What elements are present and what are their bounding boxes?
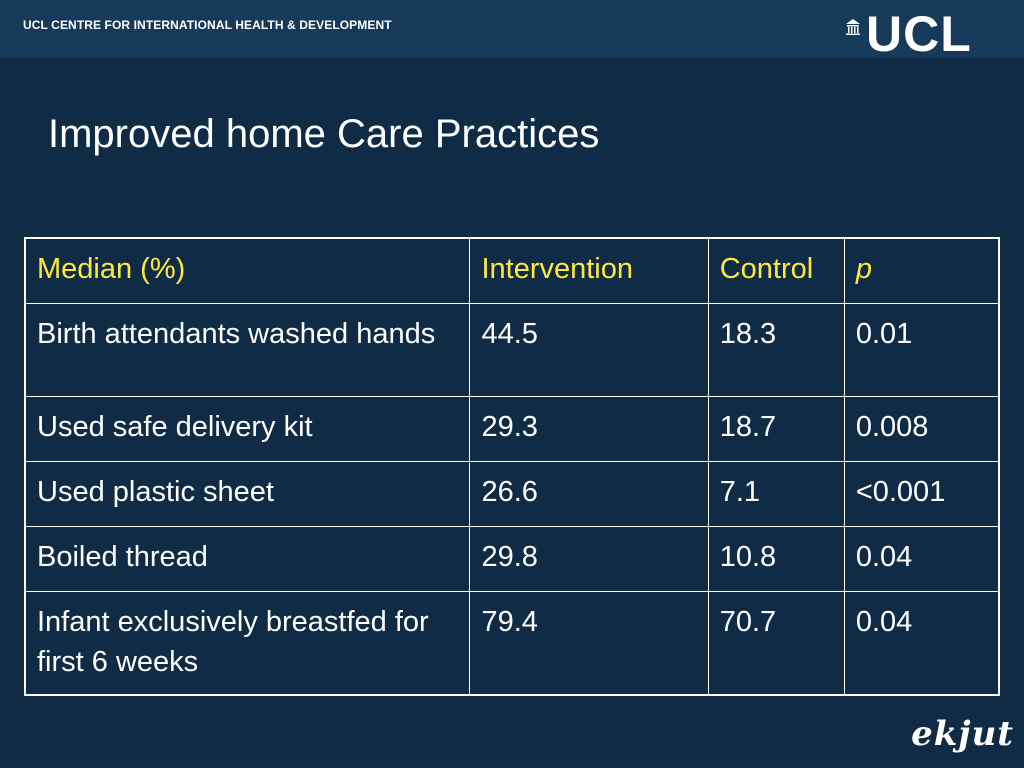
ucl-logo-text: UCL <box>866 6 972 62</box>
p-value-cell: 0.008 <box>843 396 1000 462</box>
intervention-cell: 79.4 <box>469 591 709 696</box>
intervention-cell: 29.8 <box>469 526 709 592</box>
portico-icon <box>846 19 860 35</box>
control-cell: 18.7 <box>707 396 845 462</box>
column-header-control: Control <box>707 237 845 304</box>
column-header-p-value: p <box>843 237 1000 304</box>
control-cell: 10.8 <box>707 526 845 592</box>
control-cell: 7.1 <box>707 461 845 527</box>
measure-cell: Used safe delivery kit <box>24 396 471 462</box>
slide-title: Improved home Care Practices <box>48 112 600 156</box>
ucl-logo: UCL <box>844 6 994 62</box>
measure-cell: Infant exclusively breastfed for first 6… <box>24 591 471 696</box>
measure-cell: Birth attendants washed hands <box>24 303 471 397</box>
table-row: Used safe delivery kit 29.3 18.7 0.008 <box>24 396 1000 462</box>
measure-cell: Used plastic sheet <box>24 461 471 527</box>
table-row: Birth attendants washed hands 44.5 18.3 … <box>24 303 1000 397</box>
table-header-row: Median (%) Intervention Control p <box>24 237 1000 304</box>
control-cell: 70.7 <box>707 591 845 696</box>
organization-name: UCL CENTRE FOR INTERNATIONAL HEALTH & DE… <box>23 18 392 32</box>
p-value-cell: 0.01 <box>843 303 1000 397</box>
header-bar: UCL CENTRE FOR INTERNATIONAL HEALTH & DE… <box>0 0 1024 62</box>
table-row: Boiled thread 29.8 10.8 0.04 <box>24 526 1000 592</box>
ekjut-logo: ekjut <box>911 714 1014 754</box>
intervention-cell: 26.6 <box>469 461 709 527</box>
p-value-cell: <0.001 <box>843 461 1000 527</box>
table-row: Infant exclusively breastfed for first 6… <box>24 591 1000 696</box>
measure-cell: Boiled thread <box>24 526 471 592</box>
column-header-measure: Median (%) <box>24 237 471 304</box>
p-value-cell: 0.04 <box>843 526 1000 592</box>
results-table: Median (%) Intervention Control p Birth … <box>24 237 1000 696</box>
column-header-intervention: Intervention <box>469 237 709 304</box>
intervention-cell: 29.3 <box>469 396 709 462</box>
control-cell: 18.3 <box>707 303 845 397</box>
table-row: Used plastic sheet 26.6 7.1 <0.001 <box>24 461 1000 527</box>
p-value-cell: 0.04 <box>843 591 1000 696</box>
intervention-cell: 44.5 <box>469 303 709 397</box>
